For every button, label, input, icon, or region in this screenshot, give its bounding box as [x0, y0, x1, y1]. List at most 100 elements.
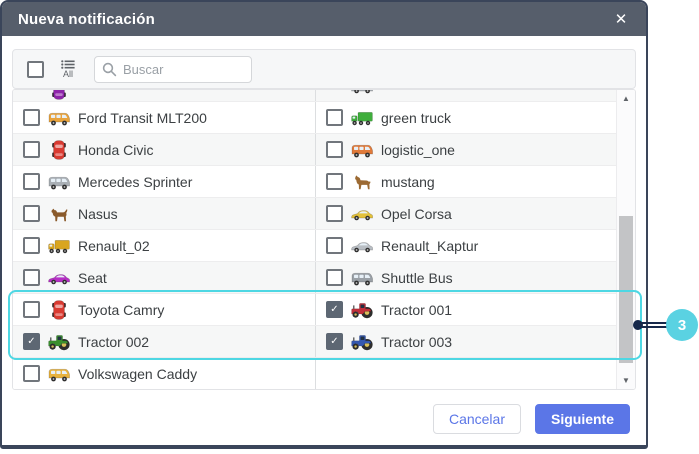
- cancel-button[interactable]: Cancelar: [432, 403, 521, 434]
- car-side-icon: [46, 271, 72, 285]
- dog-icon: [46, 206, 72, 222]
- vehicle-label: Nasus: [78, 205, 118, 222]
- van-icon: [46, 366, 72, 382]
- vehicle-cell[interactable]: logistic_one: [315, 134, 617, 165]
- dialog-title: Nueva notificación: [18, 10, 155, 28]
- vehicle-cell[interactable]: ✓ Tractor 002: [13, 326, 315, 357]
- row-checkbox[interactable]: [23, 269, 40, 286]
- new-notification-dialog: Nueva notificación ✕ All: [0, 0, 648, 449]
- vehicle-label: Volkswagen Caddy: [78, 365, 198, 382]
- tractor-icon: [349, 301, 375, 319]
- van-icon: [349, 270, 375, 286]
- car-top-icon: [46, 90, 72, 100]
- vehicle-label: mustang: [381, 173, 435, 190]
- vehicle-row: Toyota Camry ✓ Tractor 001: [13, 294, 617, 326]
- row-checkbox[interactable]: [326, 269, 343, 286]
- vehicle-label: Mercedes Sprinter: [78, 173, 193, 190]
- vehicle-label: Tractor 002: [78, 333, 150, 350]
- car-side-icon: [349, 90, 375, 94]
- vehicle-row: Renault_02 Renault_Kaptur: [13, 230, 617, 262]
- vehicle-label: Shuttle Bus: [381, 269, 453, 286]
- vehicle-label: Opel Corsa: [381, 205, 452, 222]
- car-top-icon: [46, 299, 72, 320]
- row-checkbox[interactable]: [23, 301, 40, 318]
- vehicle-label: Renault_Kaptur: [381, 237, 479, 254]
- vehicle-cell[interactable]: ✓ Tractor 003: [315, 326, 617, 357]
- van-icon: [46, 110, 72, 126]
- vehicle-label: Tractor 003: [381, 333, 453, 350]
- vehicle-cell[interactable]: green truck: [315, 102, 617, 133]
- vehicle-label: Ford Transit MLT200: [78, 109, 207, 126]
- vehicle-row: Mercedes Sprinter mustang: [13, 166, 617, 198]
- vehicle-label: Renault_02: [78, 237, 150, 254]
- tractor-icon: [349, 333, 375, 351]
- row-checkbox[interactable]: [326, 109, 343, 126]
- vehicle-label: Toyota Camry: [78, 301, 165, 318]
- vehicle-cell[interactable]: Shuttle Bus: [315, 262, 617, 293]
- vehicle-label: Tractor 001: [381, 301, 453, 318]
- row-checkbox[interactable]: ✓: [23, 333, 40, 350]
- car-side-icon: [349, 239, 375, 253]
- vehicle-cell[interactable]: [13, 90, 315, 101]
- van-icon: [349, 142, 375, 158]
- callout-line: [642, 322, 667, 328]
- vehicle-cell[interactable]: Ford Transit MLT200: [13, 102, 315, 133]
- vehicle-row: Seat Shuttle Bus: [13, 262, 617, 294]
- row-checkbox[interactable]: [326, 173, 343, 190]
- next-button[interactable]: Siguiente: [534, 403, 630, 434]
- scroll-up-icon[interactable]: ▲: [622, 94, 630, 103]
- callout-dot: [633, 320, 643, 330]
- callout-badge: 3: [666, 309, 698, 341]
- vehicle-label: logistic_one: [381, 141, 455, 158]
- vehicle-cell[interactable]: Renault_02: [13, 230, 315, 261]
- row-checkbox[interactable]: [326, 141, 343, 158]
- row-checkbox[interactable]: [23, 365, 40, 382]
- vehicle-row: Ford Transit MLT200 green truck: [13, 102, 617, 134]
- row-checkbox[interactable]: [23, 141, 40, 158]
- car-top-icon: [46, 139, 72, 160]
- vehicle-cell[interactable]: mustang: [315, 166, 617, 197]
- close-icon[interactable]: ✕: [614, 11, 628, 28]
- tractor-icon: [46, 333, 72, 351]
- scrollbar[interactable]: ▲ ▼: [616, 90, 635, 389]
- scroll-down-icon[interactable]: ▼: [622, 376, 630, 385]
- horse-icon: [349, 174, 375, 190]
- vehicle-cell[interactable]: Seat: [13, 262, 315, 293]
- vehicle-cell[interactable]: ✓ Tractor 001: [315, 294, 617, 325]
- select-all-checkbox[interactable]: [27, 60, 44, 78]
- vehicle-row: ✓ Tractor 002 ✓ Tractor 003: [13, 326, 617, 358]
- select-all-label: All: [62, 68, 73, 79]
- vehicle-list: Ford Transit MLT200 green truck Honda Ci…: [12, 89, 636, 390]
- row-checkbox[interactable]: [326, 237, 343, 254]
- vehicle-row: Honda Civic logistic_one: [13, 134, 617, 166]
- row-checkbox[interactable]: [23, 109, 40, 126]
- row-checkbox[interactable]: [23, 205, 40, 222]
- row-checkbox[interactable]: ✓: [326, 301, 343, 318]
- dialog-header: Nueva notificación ✕: [2, 2, 646, 36]
- select-all-toggle[interactable]: All: [61, 59, 75, 79]
- car-side-icon: [349, 207, 375, 221]
- search-box: [94, 55, 252, 83]
- vehicle-cell[interactable]: Honda Civic: [13, 134, 315, 165]
- vehicle-cell[interactable]: Renault_Kaptur: [315, 230, 617, 261]
- row-checkbox[interactable]: ✓: [326, 333, 343, 350]
- vehicle-cell[interactable]: Toyota Camry: [13, 294, 315, 325]
- search-input[interactable]: [94, 55, 252, 83]
- row-checkbox[interactable]: [23, 173, 40, 190]
- vehicle-cell[interactable]: Nasus: [13, 198, 315, 229]
- vehicle-label: Seat: [78, 269, 107, 286]
- vehicle-cell[interactable]: Volkswagen Caddy: [13, 358, 315, 389]
- vehicle-cell[interactable]: Mercedes Sprinter: [13, 166, 315, 197]
- vehicle-cell[interactable]: [315, 90, 617, 101]
- vehicle-cell[interactable]: Opel Corsa: [315, 198, 617, 229]
- vehicle-row: Nasus Opel Corsa: [13, 198, 617, 230]
- row-checkbox[interactable]: [23, 237, 40, 254]
- truck-icon: [46, 238, 72, 254]
- vehicle-label: Honda Civic: [78, 141, 154, 158]
- row-checkbox[interactable]: [326, 205, 343, 222]
- scrollbar-thumb[interactable]: [619, 216, 633, 363]
- vehicle-cell: [315, 358, 617, 389]
- van-icon: [46, 174, 72, 190]
- truck-icon: [349, 110, 375, 126]
